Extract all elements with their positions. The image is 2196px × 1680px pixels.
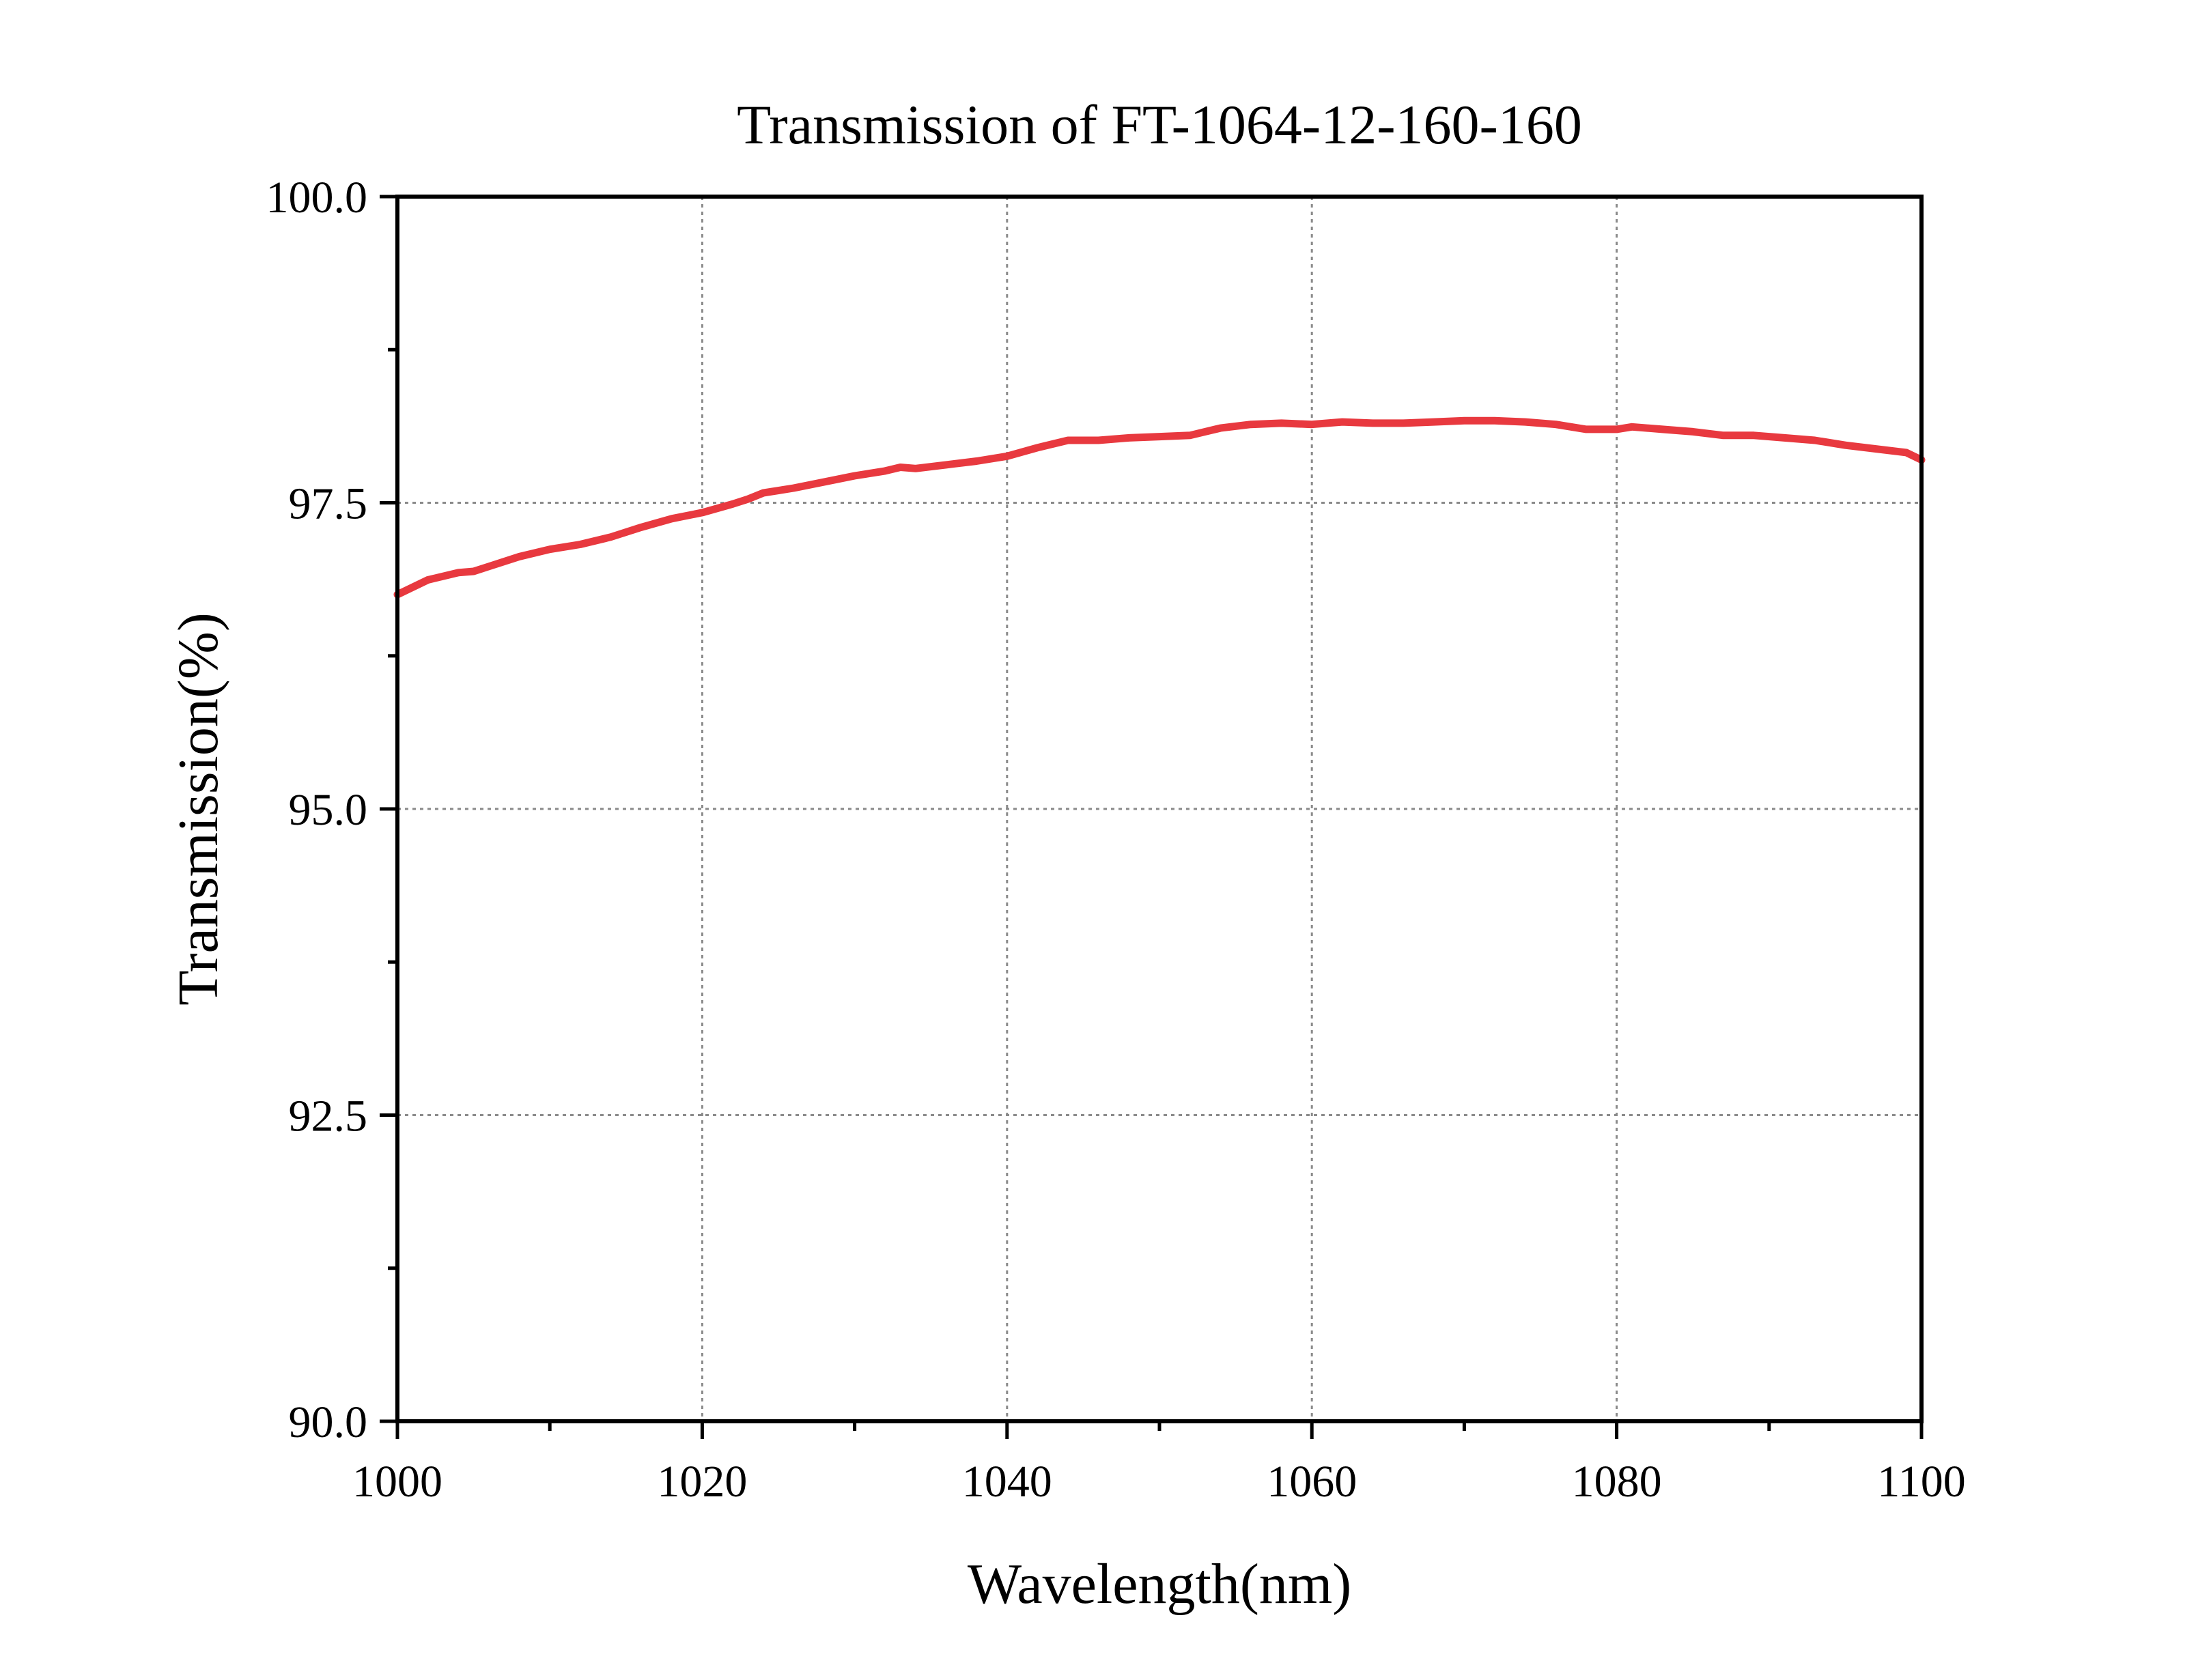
x-tick-label: 1100 (1877, 1457, 1966, 1507)
y-tick-label: 100.0 (266, 173, 368, 223)
chart-title: Transmission of FT-1064-12-160-160 (737, 94, 1582, 156)
axis-ticks (380, 195, 1924, 1439)
grid-lines (397, 197, 1922, 1421)
y-tick-label: 90.0 (289, 1397, 368, 1447)
transmission-series-line (393, 416, 1926, 599)
y-axis-label: Transmission(%) (167, 612, 230, 1006)
x-tick-label: 1000 (352, 1457, 442, 1507)
x-tick-label: 1040 (962, 1457, 1052, 1507)
x-tick-label: 1020 (657, 1457, 747, 1507)
y-tick-label: 95.0 (289, 785, 368, 835)
y-tick-label: 92.5 (289, 1092, 368, 1141)
x-tick-label: 1080 (1572, 1457, 1662, 1507)
series-layer (393, 416, 1926, 599)
x-axis-label: Wavelength(nm) (968, 1552, 1351, 1616)
y-tick-label: 97.5 (289, 479, 368, 529)
tick-labels: 1000 1020 1040 1060 1080 1100 90.0 92.5 95.0 97.5… (266, 173, 1966, 1507)
x-tick-label: 1060 (1267, 1457, 1357, 1507)
